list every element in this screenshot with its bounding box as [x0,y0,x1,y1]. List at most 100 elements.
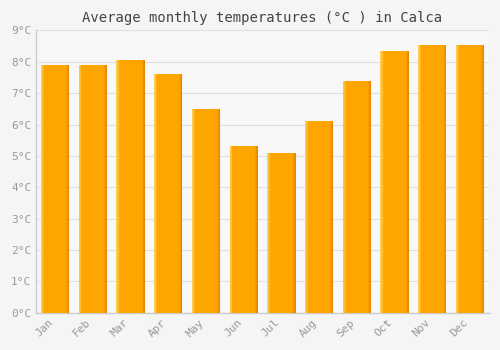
Bar [474,44,475,313]
Bar [193,109,194,313]
Bar [257,146,258,313]
Bar [168,74,169,313]
Bar [443,44,444,313]
Bar [429,44,430,313]
Bar [389,51,390,313]
Bar [252,146,253,313]
Bar [366,80,367,313]
Bar [482,44,483,313]
Bar [348,80,349,313]
Bar [475,44,476,313]
Bar [318,121,319,313]
Bar [384,51,386,313]
Bar [403,51,404,313]
Bar [275,153,276,313]
Bar [422,44,423,313]
Bar [331,121,332,313]
Bar [288,153,289,313]
Bar [85,65,86,313]
Bar [426,44,428,313]
Bar [126,60,127,313]
Bar [54,65,55,313]
Bar [424,44,425,313]
Bar [117,60,118,313]
Bar [234,146,235,313]
Bar [104,65,105,313]
Bar [56,65,57,313]
Bar [53,65,54,313]
Bar [50,65,51,313]
Bar [362,80,363,313]
Bar [51,65,52,313]
Bar [216,109,218,313]
Bar [290,153,292,313]
Bar [99,65,100,313]
Bar [125,60,126,313]
Bar [41,65,42,313]
Bar [386,51,387,313]
Bar [202,109,203,313]
Bar [332,121,334,313]
Bar [158,74,159,313]
Bar [156,74,157,313]
Bar [276,153,277,313]
Bar [218,109,220,313]
Bar [116,60,117,313]
Bar [42,65,43,313]
Bar [398,51,399,313]
Bar [98,65,99,313]
Bar [128,60,129,313]
Bar [90,65,92,313]
Bar [241,146,242,313]
Bar [314,121,315,313]
Bar [369,80,370,313]
Bar [319,121,320,313]
Bar [253,146,254,313]
Bar [273,153,274,313]
Bar [381,51,382,313]
Bar [357,80,358,313]
Bar [458,44,460,313]
Bar [370,80,371,313]
Bar [203,109,204,313]
Bar [358,80,359,313]
Bar [399,51,400,313]
Bar [122,60,124,313]
Bar [140,60,141,313]
Bar [157,74,158,313]
Bar [180,74,181,313]
Bar [120,60,122,313]
Bar [356,80,357,313]
Bar [441,44,442,313]
Bar [162,74,164,313]
Bar [332,121,334,313]
Bar [242,146,243,313]
Bar [326,121,327,313]
Bar [438,44,440,313]
Bar [402,51,403,313]
Bar [78,65,80,313]
Bar [423,44,424,313]
Bar [64,65,65,313]
Bar [172,74,173,313]
Bar [233,146,234,313]
Bar [236,146,238,313]
Bar [436,44,438,313]
Bar [421,44,422,313]
Bar [43,65,44,313]
Bar [155,74,156,313]
Bar [435,44,436,313]
Bar [310,121,312,313]
Bar [164,74,166,313]
Bar [68,65,69,313]
Bar [232,146,233,313]
Bar [282,153,283,313]
Bar [425,44,426,313]
Bar [285,153,286,313]
Bar [251,146,252,313]
Bar [472,44,473,313]
Bar [131,60,132,313]
Bar [194,109,196,313]
Bar [247,146,248,313]
Bar [330,121,331,313]
